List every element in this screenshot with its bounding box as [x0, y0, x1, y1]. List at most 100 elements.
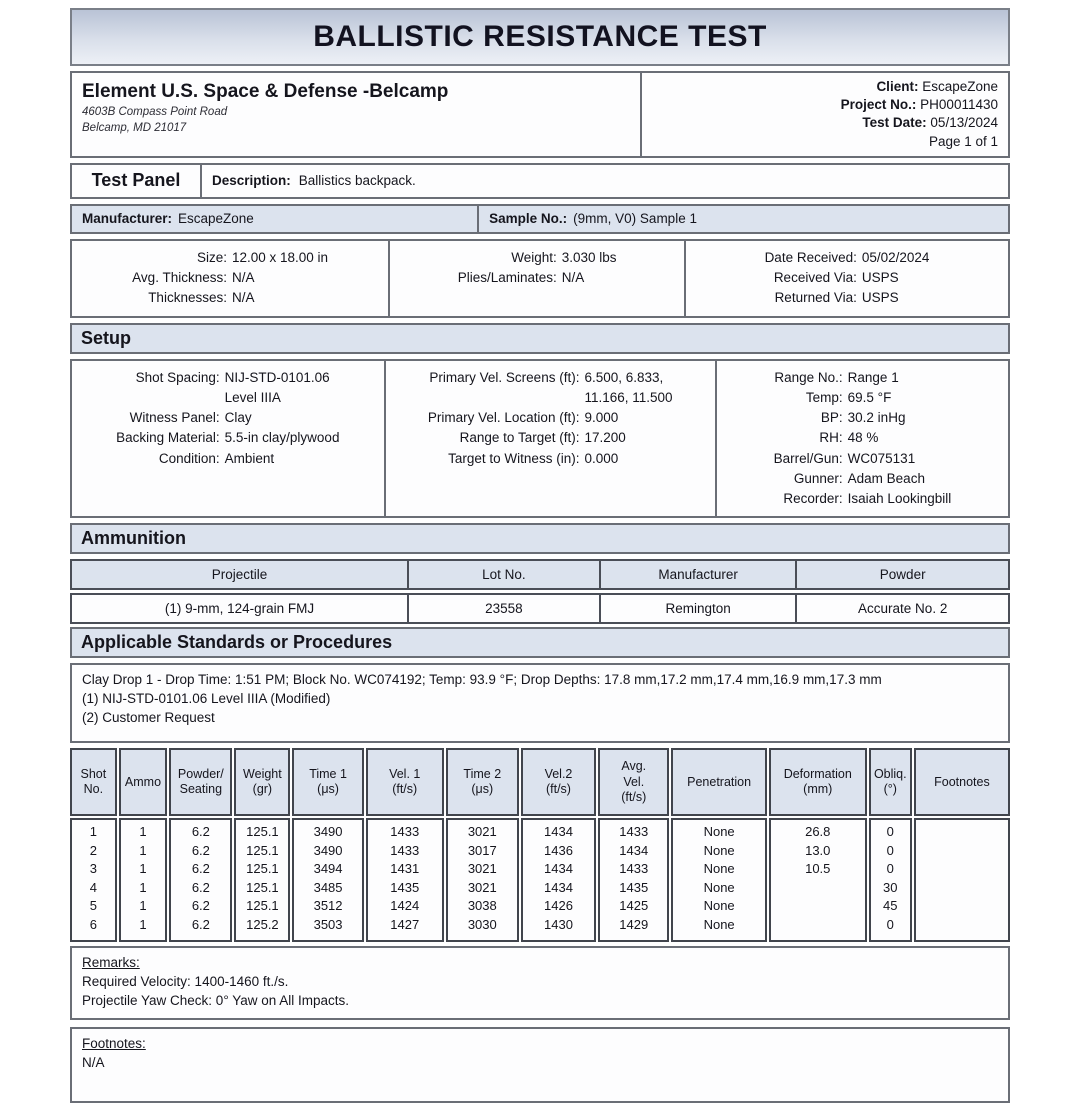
- table-cell: [916, 860, 1008, 879]
- table-cell: 3038: [467, 898, 497, 914]
- column-header: Time 2 (μs): [445, 748, 519, 817]
- table-cell: 1434: [619, 842, 649, 858]
- table-cell: 3017: [467, 842, 497, 858]
- table-column: 1433 1433 1431 1435 1424 1427: [365, 818, 444, 943]
- column-header: Time 1 (μs): [292, 748, 364, 817]
- table-cell: 1: [139, 879, 147, 895]
- sample-label: Sample No.:: [489, 211, 568, 227]
- table-cell: 1434: [544, 861, 573, 877]
- table-column: 1 2 3 4 5 6: [70, 818, 117, 943]
- field-value: 12.00 x 18.00 in: [231, 249, 329, 265]
- table-cell: 6.2: [191, 824, 210, 840]
- table-cell: 3490: [313, 842, 343, 858]
- text-line: Clay Drop 1 - Drop Time: 1:51 PM; Block …: [82, 672, 882, 688]
- client-info-label: Project No.:: [840, 97, 921, 113]
- table-cell: 1433: [619, 861, 649, 877]
- table-cell: 1: [139, 916, 147, 932]
- column-header: Manufacturer: [601, 561, 798, 589]
- footnotes-box: Footnotes: N/A: [70, 1027, 1010, 1103]
- field-label: Avg. Thickness:: [132, 270, 227, 286]
- panel-details-col3: Date Received: 05/02/2024 Received Via: USP…: [686, 241, 1008, 316]
- company-address-line1: 4603B Compass Point Road: [82, 106, 228, 118]
- table-cell: 125.1: [246, 824, 279, 840]
- field-label: Range No.:: [774, 369, 843, 385]
- standards-text: Clay Drop 1 - Drop Time: 1:51 PM; Block …: [70, 663, 1010, 744]
- field-value: N/A: [231, 290, 255, 306]
- column-header: Weight (gr): [234, 748, 291, 817]
- test-panel-row: Test Panel Description: Ballistics backp…: [70, 162, 1010, 199]
- column-header: Avg. Vel. (ft/s): [598, 748, 670, 817]
- table-cell: [771, 897, 865, 916]
- field-value: 0.000: [584, 450, 619, 466]
- panel-details: Size: 12.00 x 18.00 in Avg. Thickness: N/A T…: [70, 238, 1010, 318]
- field-value: Isaiah Lookingbill: [847, 491, 952, 507]
- page-title: BALLISTIC RESISTANCE TEST: [313, 20, 767, 53]
- column-header: Penetration: [671, 748, 767, 817]
- table-cell: 6.2: [191, 879, 210, 895]
- field-label: Backing Material:: [116, 430, 220, 446]
- table-column: 0 0 0 30 45 0: [868, 818, 912, 943]
- sample-value: (9mm, V0) Sample 1: [573, 211, 697, 227]
- field-label: Plies/Laminates:: [457, 270, 557, 286]
- table-cell: 23558: [409, 595, 601, 623]
- table-cell: 1436: [544, 842, 573, 858]
- table-cell: [916, 879, 1008, 898]
- table-cell: 1434: [544, 879, 573, 895]
- column-header: Lot No.: [409, 561, 601, 589]
- table-cell: [771, 879, 865, 898]
- setup-col2: Primary Vel. Screens (ft): 6.500, 6.833, …: [386, 360, 717, 517]
- test-panel-section-label: Test Panel: [72, 164, 202, 197]
- table-cell: 125.2: [246, 916, 279, 932]
- table-cell: 6.2: [191, 916, 210, 932]
- footnotes-heading: Footnotes:: [82, 1036, 146, 1052]
- manufacturer-value: EscapeZone: [178, 211, 254, 227]
- field-label: Target to Witness (in):: [448, 450, 580, 466]
- table-cell: 1: [139, 861, 147, 877]
- table-cell: 0: [886, 861, 894, 877]
- table-cell: Accurate No. 2: [858, 601, 948, 617]
- table-cell: 5: [89, 898, 97, 914]
- field-value: 30.2 inHg: [847, 410, 906, 426]
- table-column: 3021 3017 3021 3021 3038 3030: [445, 818, 519, 943]
- table-column: None None None None None None: [671, 818, 767, 943]
- manufacturer-label: Manufacturer:: [82, 211, 173, 227]
- table-cell: 3: [89, 861, 97, 877]
- field-value: Adam Beach: [847, 470, 925, 486]
- table-cell: 1434: [544, 824, 573, 840]
- text-line: Required Velocity: 1400-1460 ft./s.: [82, 974, 289, 990]
- table-cell: None: [703, 916, 735, 932]
- text-line: (2) Customer Request: [82, 710, 215, 726]
- table-cell: 0: [886, 842, 894, 858]
- report-page: BALLISTIC RESISTANCE TEST Element U.S. S…: [70, 0, 1010, 1103]
- table-cell: 3490: [313, 824, 343, 840]
- shot-table-body: 1 2 3 4 5 6 1 1 1 1 1 1 6.2 6.2 6.2 6.2 6.2 6.2 125.1 125.1…: [70, 818, 1010, 943]
- text-line: (1) NIJ-STD-0101.06 Level IIIA (Modified…: [82, 691, 331, 707]
- client-info-block: Client: EscapeZone Project No.: PH0001143…: [640, 73, 1008, 156]
- field-label: BP:: [820, 410, 843, 426]
- client-info-label: Client:: [876, 79, 923, 94]
- table-cell: 3512: [313, 898, 343, 914]
- company-address-line2: Belcamp, MD 21017: [82, 121, 187, 134]
- field-value: 17.200: [584, 430, 626, 446]
- table-cell: 1427: [390, 916, 420, 932]
- company-name: Element U.S. Space & Defense -Belcamp: [82, 81, 449, 102]
- field-label: Primary Vel. Screens (ft):: [429, 369, 580, 385]
- company-block: Element U.S. Space & Defense -Belcamp 46…: [72, 73, 640, 156]
- table-cell: 1: [139, 824, 147, 840]
- table-cell: None: [703, 824, 735, 840]
- shot-table: Shot No. Ammo Powder/ Seating Weight (gr) Ti…: [70, 748, 1010, 943]
- column-header: Ammo: [118, 748, 168, 817]
- ammunition-table-row: (1) 9-mm, 124-grain FMJ 23558 Remington Acc…: [70, 593, 1010, 625]
- remarks-lines: Required Velocity: 1400-1460 ft./s. Proje…: [82, 973, 998, 1011]
- column-header: Shot No.: [70, 748, 117, 817]
- client-info-value: Page 1 of 1: [928, 133, 998, 149]
- table-cell: [916, 916, 1008, 935]
- description-value: Ballistics backpack.: [298, 173, 416, 189]
- field-label: Size:: [196, 249, 227, 265]
- column-header: Vel. 1 (ft/s): [365, 748, 444, 817]
- table-cell: 1429: [619, 916, 649, 932]
- setup-col3: Range No.: Range 1 Temp: 69.5 °F BP: 30.2 inH…: [717, 361, 1008, 517]
- test-panel-description: Description: Ballistics backpack.: [202, 165, 1008, 197]
- field-label: Range to Target (ft):: [459, 430, 580, 446]
- table-cell: 13.0: [805, 842, 831, 858]
